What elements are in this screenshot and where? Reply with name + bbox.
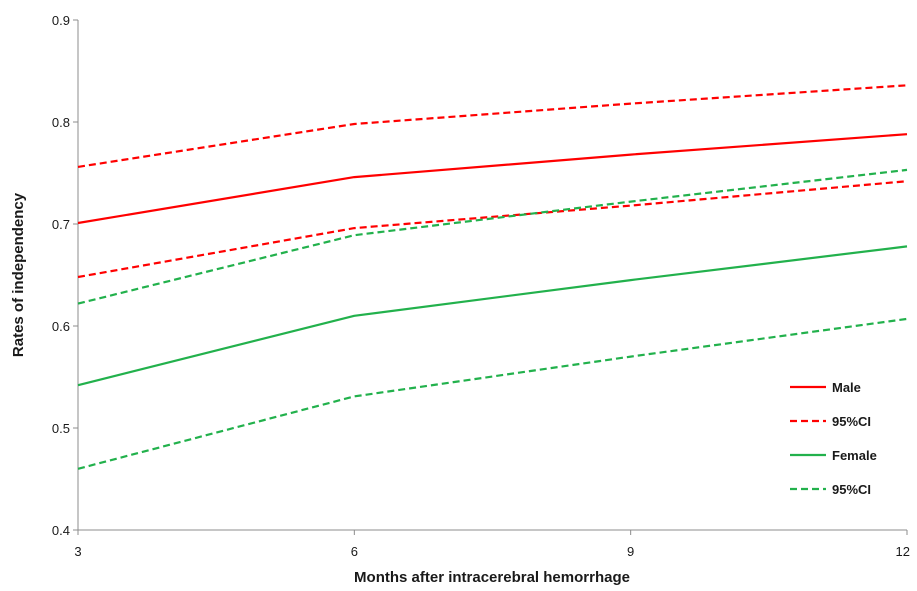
legend-label: Male <box>832 380 861 395</box>
legend-label: 95%CI <box>832 414 871 429</box>
x-axis-title: Months after intracerebral hemorrhage <box>354 569 630 586</box>
x-ticks: 3 6 9 12 <box>74 530 910 559</box>
axes <box>77 20 907 531</box>
x-tick-label: 12 <box>896 544 910 559</box>
y-tick-label: 0.9 <box>52 13 70 28</box>
series-line-2-ci <box>77 180 908 279</box>
series-lines <box>77 84 908 470</box>
legend-label: Female <box>832 448 877 463</box>
y-tick-label: 0.6 <box>52 319 70 334</box>
y-axis-title: Rates of independency <box>10 192 27 357</box>
y-tick-label: 0.8 <box>52 115 70 130</box>
series-line-3 <box>77 245 908 387</box>
x-tick-label: 3 <box>74 544 81 559</box>
legend: Male 95%CI Female 95%CI <box>790 380 877 497</box>
series-line-0 <box>77 133 908 225</box>
series-line-1-ci <box>77 84 908 168</box>
legend-label: 95%CI <box>832 482 871 497</box>
y-tick-label: 0.7 <box>52 217 70 232</box>
series-line-4-ci <box>77 168 908 305</box>
y-ticks: 0.4 0.5 0.6 0.7 0.8 0.9 <box>52 13 78 538</box>
x-tick-label: 6 <box>351 544 358 559</box>
y-tick-label: 0.4 <box>52 523 70 538</box>
series-line-5-ci <box>77 317 908 470</box>
y-tick-label: 0.5 <box>52 421 70 436</box>
x-tick-label: 9 <box>627 544 634 559</box>
